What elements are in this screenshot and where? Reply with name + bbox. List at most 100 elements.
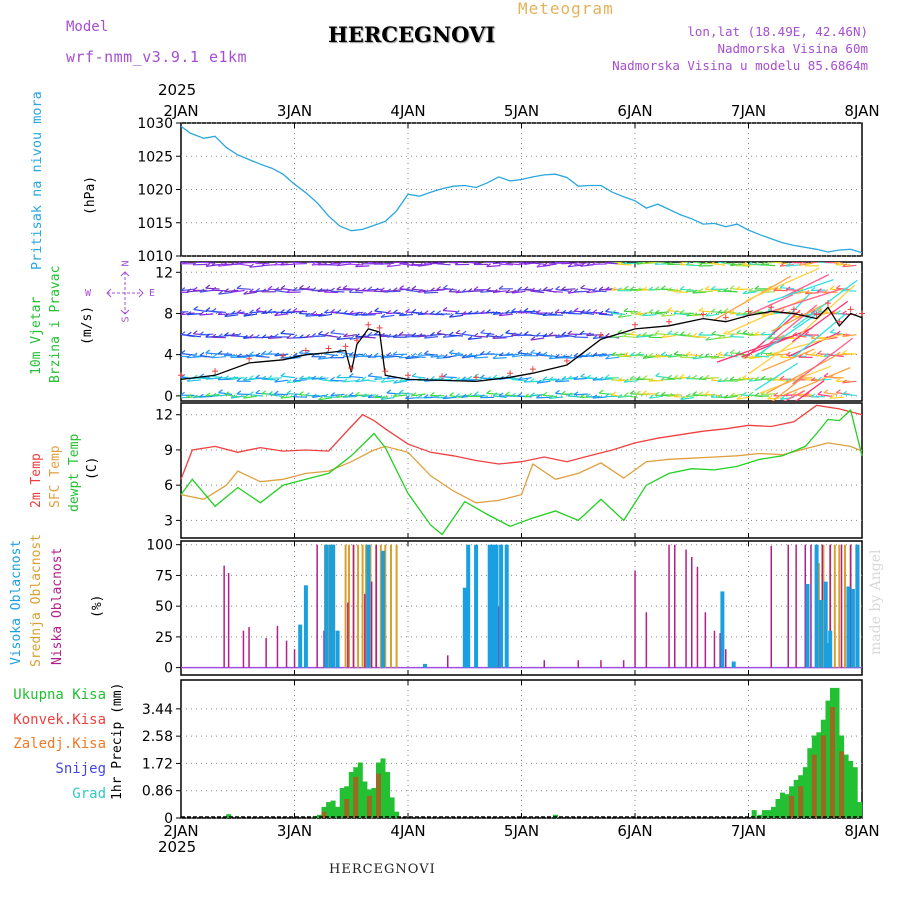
wind-arrow [468, 337, 482, 340]
wind-arrow [380, 314, 395, 318]
wind-arrow-head [604, 374, 610, 379]
wind-arrow-head [567, 375, 573, 380]
precip-total-bar [807, 748, 813, 818]
x-label-top: 3JAN [277, 102, 312, 120]
wind-arrow-head [230, 262, 236, 266]
wind-arrow-head [224, 375, 229, 380]
wind-gust-marker [700, 311, 707, 318]
wind-arrow [599, 392, 613, 395]
wind-arrow-head [542, 262, 548, 267]
wind-arrow-head [168, 378, 172, 381]
wind-arrow-head [542, 351, 548, 356]
wind-arrow-head [629, 375, 635, 380]
wind-arrow-head [486, 389, 491, 394]
wind-arrow-head [430, 353, 436, 358]
precip-conv-bar [353, 776, 359, 818]
wind-arrow-head [305, 312, 310, 317]
wind-arrow-head [530, 392, 535, 397]
cloud-high-bar [855, 544, 860, 668]
wind-arrow-head [511, 308, 516, 312]
wind-arrow [343, 313, 357, 316]
wind-arrow [362, 394, 376, 398]
wind-arrow-head [611, 286, 616, 291]
wind-arrow [467, 354, 482, 357]
wind-arrow [605, 262, 620, 265]
wind-arrow-head [367, 372, 373, 377]
wind-arrow-head [336, 309, 342, 314]
wind-arrow-head [629, 286, 635, 291]
compass-arrows-icon [106, 271, 144, 315]
wind-arrow-head [423, 289, 429, 294]
wind-arrow [745, 267, 820, 302]
wind-arrow [330, 393, 345, 397]
wind-arrow [605, 356, 620, 360]
wind-arrow [474, 394, 489, 397]
wind-arrow [736, 378, 751, 382]
wind-arrow-head [711, 354, 716, 359]
wind-arrow [623, 262, 638, 265]
wind-arrow-head [386, 389, 392, 394]
wind-arrow [543, 263, 557, 267]
cloud-high-bar [381, 550, 385, 668]
wind-arrow-head [555, 285, 560, 290]
wind-arrow-head [480, 310, 485, 314]
wind-arrow [771, 377, 803, 401]
wind-arrow-head [461, 354, 467, 359]
legend-total-rain: Ukupna Kisa [13, 687, 106, 703]
wind-arrow [573, 393, 588, 396]
wind-arrow-head [704, 390, 710, 395]
wind-arrow [624, 335, 638, 339]
wind-arrow-head [367, 394, 373, 398]
wind-arrow-head [218, 290, 223, 295]
x-label-top: 6JAN [617, 102, 652, 120]
wind-arrow [181, 333, 183, 336]
compass-e: E [149, 288, 156, 299]
wind-arrow [368, 312, 382, 315]
wind-arrow [436, 263, 451, 266]
wind-arrow-head [261, 350, 267, 355]
cloud-mid-bar [357, 544, 360, 668]
x-label-bottom: 8JAN [844, 822, 879, 840]
wind-arrow [655, 263, 670, 265]
wind-arrow [754, 362, 799, 391]
wind-arrow-head [367, 353, 373, 358]
wind-arrow [237, 263, 251, 267]
wind-arrow-head [467, 352, 473, 357]
wind-arrow-head [567, 392, 573, 397]
wind-arrow-head [779, 284, 785, 289]
wind-arrow-head [660, 391, 666, 396]
wind-arrow [386, 392, 401, 395]
cloud-low-bar [375, 544, 377, 668]
wind-arrow-head [168, 288, 172, 291]
wind-arrow [530, 262, 545, 265]
cloud-high-bar [819, 600, 824, 668]
wind-arrow-head [804, 376, 810, 381]
wind-arrow-head [243, 353, 248, 358]
wind-arrow-head [517, 332, 523, 337]
wind-arrow-head [654, 330, 660, 335]
wind-arrow [648, 355, 663, 357]
cloud-high-bar [850, 588, 855, 668]
wind-arrow [592, 353, 607, 357]
wind-arrow-head [736, 377, 741, 382]
wind-arrow-head [536, 394, 541, 399]
wind-arrow-head [661, 351, 667, 356]
wind-arrow-head [311, 375, 317, 380]
cloud-low-bar [849, 544, 852, 668]
pressure-ytick-label: 1020 [137, 183, 173, 199]
wind-arrow-head [599, 258, 603, 261]
wind-arrow-head [236, 377, 242, 382]
wind-arrow [692, 335, 707, 338]
wind-arrow-head [342, 285, 348, 289]
wind-arrow [511, 354, 526, 358]
wind-arrow [181, 396, 189, 399]
wind-arrow [224, 376, 239, 380]
wind-arrow-head [249, 309, 254, 314]
wind-arrow [342, 287, 357, 290]
wind-arrow-head [454, 262, 460, 266]
wind-arrow-head [230, 353, 235, 358]
wind-arrow [199, 333, 214, 336]
wind-arrow-head [305, 392, 310, 397]
wind-arrow-head [299, 284, 304, 289]
wind-arrow-head [573, 391, 579, 396]
